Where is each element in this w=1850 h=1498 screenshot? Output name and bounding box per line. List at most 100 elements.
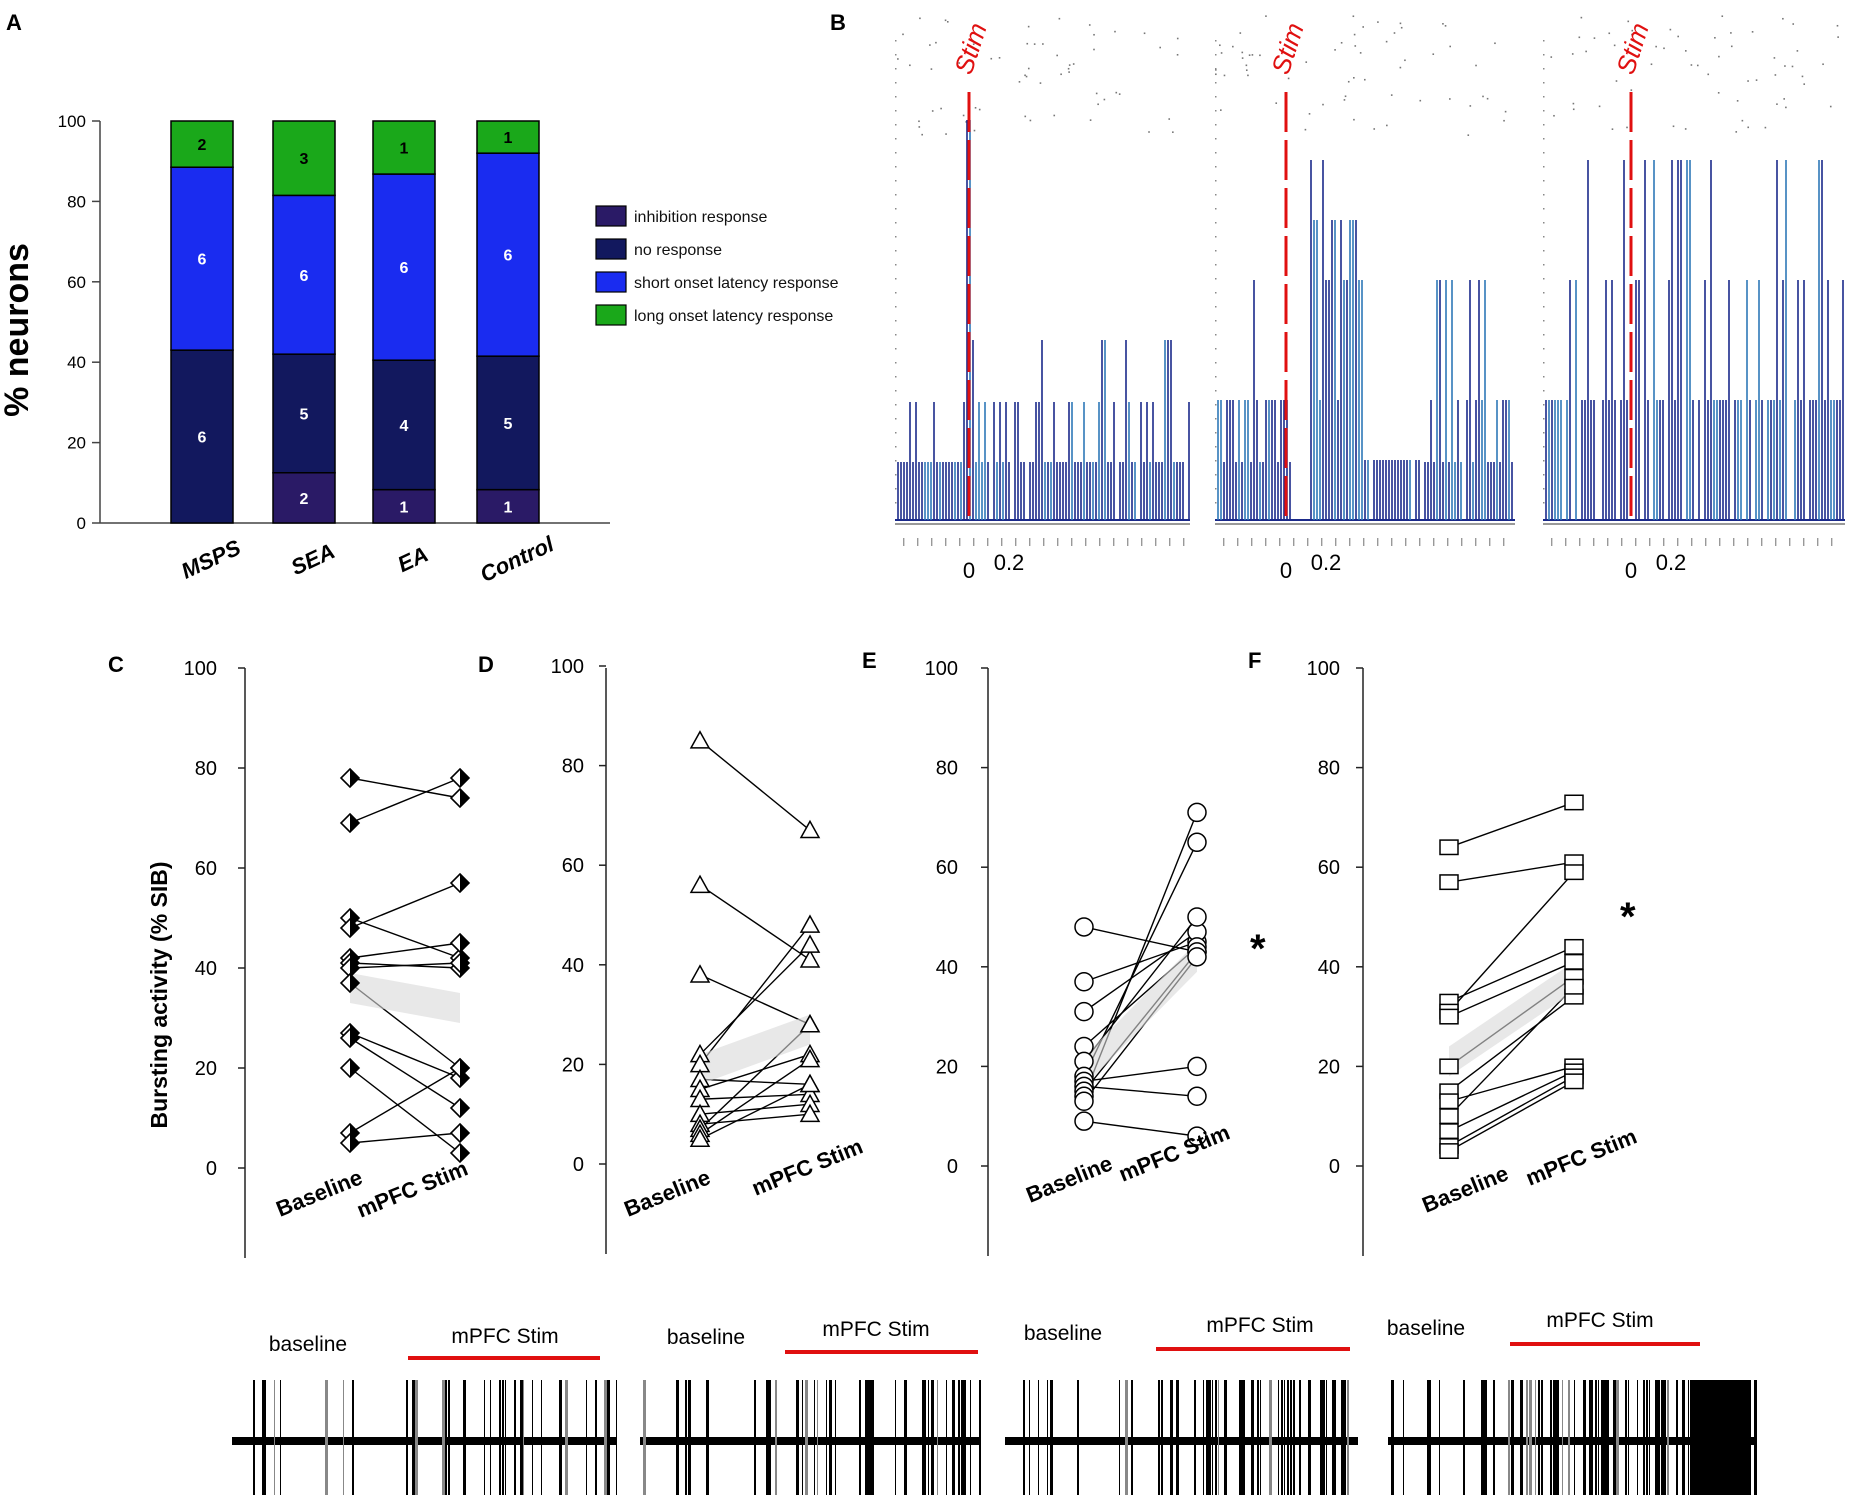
b-minor-tick: [1677, 538, 1679, 546]
b-raster-dot: [1764, 126, 1767, 129]
trace-stim-label: mPFC Stim: [451, 1325, 558, 1348]
paired-y-tick-label: 40: [936, 957, 958, 979]
trace-spike: [1332, 1380, 1335, 1495]
b-raster-dot: [1773, 57, 1776, 59]
b-raster-dot: [1444, 25, 1447, 27]
trace-spike: [1607, 1380, 1609, 1495]
trace-spike: [1299, 1380, 1301, 1495]
b-minor-tick: [1099, 538, 1101, 546]
b-raster-dot: [998, 57, 1001, 59]
b-minor-tick: [1433, 538, 1435, 546]
b-raster-dot: [1593, 37, 1596, 39]
paired-mean-band: [700, 1014, 810, 1085]
b-axis-dot: [1543, 278, 1545, 280]
trace-spike: [1430, 1380, 1431, 1495]
b-axis-dot: [1543, 292, 1545, 294]
trace-block: baseline mPFC Stim: [1005, 1314, 1358, 1495]
trace-spike: [685, 1380, 687, 1495]
b-raster-dot: [1684, 50, 1687, 52]
b-raster-dot: [1714, 36, 1716, 39]
paired-y-tick-label: 20: [195, 1058, 217, 1080]
f-marker: [1439, 839, 1459, 856]
trace-spike: [1050, 1380, 1053, 1495]
d-marker: [799, 1103, 821, 1123]
b-raster-dot: [1060, 73, 1062, 76]
a-bar-count: 6: [198, 430, 207, 447]
a-bar-count: 1: [400, 141, 409, 158]
b-axis-dot: [1543, 40, 1545, 42]
b-raster-dot: [1399, 66, 1402, 69]
paired-x-label-baseline: Baseline: [273, 1165, 366, 1222]
b-axis-dot: [895, 110, 897, 112]
b-minor-tick: [1831, 538, 1833, 546]
a-bar-segment: [170, 120, 234, 168]
trace-spike: [505, 1380, 506, 1495]
b-axis-dot: [1543, 222, 1545, 224]
b-minor-tick: [1279, 538, 1281, 546]
d-marker: [799, 934, 821, 953]
b-stim-label: Stim: [1265, 19, 1310, 78]
trace-block: baseline mPFC Stim: [640, 1318, 981, 1495]
b-raster-dot: [1721, 15, 1724, 18]
b-minor-tick: [1719, 538, 1721, 546]
trace-spike: [1176, 1380, 1179, 1495]
b-raster-dot: [929, 44, 931, 46]
b-axis-dot: [1543, 348, 1545, 350]
b-minor-tick: [1649, 538, 1651, 546]
b-raster-dot: [1736, 100, 1739, 102]
b-axis-dot: [1215, 96, 1217, 98]
trace-spike: [595, 1380, 597, 1495]
b-axis-dot: [1215, 138, 1217, 140]
trace-spike: [1347, 1380, 1349, 1495]
b-axis-dot: [895, 194, 897, 196]
trace-spike: [1526, 1380, 1528, 1495]
paired-connector: [1083, 1065, 1198, 1083]
paired-connector: [349, 1037, 461, 1109]
f-marker: [1439, 1008, 1459, 1025]
trace-spike: [565, 1380, 568, 1495]
b-axis-dot: [1215, 180, 1217, 182]
paired-y-tick-label: 20: [562, 1054, 584, 1076]
paired-y-tick-label: 100: [1307, 658, 1340, 680]
f-marker: [1439, 1143, 1459, 1160]
trace-spike: [1541, 1380, 1543, 1495]
b-raster-dot: [1168, 118, 1171, 120]
b-minor-tick: [1579, 538, 1581, 546]
b-minor-tick: [1349, 538, 1351, 546]
trace-spike: [769, 1380, 771, 1495]
paired-y-tick-label: 60: [195, 858, 217, 880]
b-axis-dot: [1543, 110, 1545, 112]
f-marker: [1564, 953, 1584, 970]
a-bar-count: 6: [400, 260, 409, 277]
b-raster-dot: [1027, 67, 1030, 70]
trace-stim-label: mPFC Stim: [1546, 1309, 1653, 1332]
b-raster-dot: [1494, 42, 1496, 45]
trace-spike: [1535, 1380, 1536, 1495]
a-y-tick-label: 0: [77, 514, 86, 533]
b-minor-tick: [1223, 538, 1225, 546]
b-minor-tick: [1405, 538, 1407, 546]
paired-connector: [699, 924, 811, 1065]
a-bar-segment: [170, 166, 234, 351]
b-raster-dot: [1611, 128, 1614, 130]
b-axis-dot: [895, 278, 897, 280]
c-marker-fill: [460, 874, 469, 892]
b-axis-dot: [1215, 446, 1217, 448]
paired-connector: [1448, 946, 1575, 1003]
paired-y-tick-label: 100: [551, 656, 584, 678]
b-raster-dot: [1215, 73, 1217, 76]
a-legend-label: no response: [634, 242, 722, 259]
b-raster-dot: [1837, 36, 1839, 38]
trace-spike: [1403, 1380, 1404, 1495]
trace-spike: [970, 1380, 971, 1495]
b-axis-dot: [1543, 502, 1545, 504]
b-raster-dot: [1504, 110, 1507, 113]
panel-label-b: B: [830, 10, 846, 35]
b-raster-dot: [1093, 33, 1095, 36]
trace-spike: [946, 1380, 947, 1495]
f-marker: [1439, 1093, 1459, 1110]
b-minor-tick: [1015, 538, 1017, 546]
b-minor-tick: [1803, 538, 1805, 546]
b-raster-dot: [1024, 74, 1026, 77]
